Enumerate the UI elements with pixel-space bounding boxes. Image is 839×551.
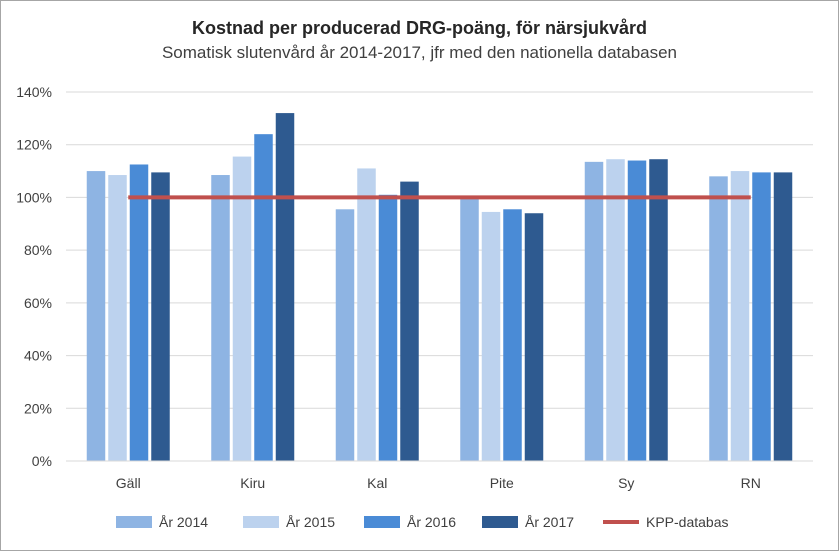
- y-tick-label: 140%: [16, 84, 52, 100]
- legend-label: År 2015: [286, 514, 335, 530]
- gridlines: [66, 91, 813, 462]
- bar: [108, 175, 127, 461]
- y-tick-label: 40%: [24, 348, 52, 364]
- x-tick-label: Kiru: [240, 475, 265, 491]
- y-tick-label: 60%: [24, 295, 52, 311]
- bar: [460, 197, 479, 461]
- y-tick-label: 100%: [16, 189, 52, 205]
- legend-swatch: [364, 516, 400, 528]
- y-tick-label: 20%: [24, 400, 52, 416]
- bar: [709, 176, 728, 462]
- bar: [254, 134, 273, 461]
- legend: År 2014 År 2015 År 2016 År 2017 KPP-databas: [116, 514, 729, 530]
- bar: [211, 175, 230, 461]
- x-tick-label: RN: [741, 475, 761, 491]
- y-tick-label: 0%: [32, 453, 52, 469]
- y-tick-label: 120%: [16, 137, 52, 153]
- legend-swatch: [116, 516, 152, 528]
- bar: [730, 171, 750, 462]
- bar: [129, 164, 149, 461]
- x-tick-label: Pite: [490, 475, 514, 491]
- bar: [524, 213, 544, 461]
- chart-subtitle: Somatisk slutenvård år 2014-2017, jfr me…: [161, 43, 678, 62]
- legend-swatch: [482, 516, 518, 528]
- bar: [232, 156, 252, 461]
- bar: [151, 172, 170, 461]
- x-tick-label: Sy: [618, 475, 634, 491]
- bar: [627, 160, 647, 461]
- bar: [773, 172, 793, 461]
- bar: [606, 159, 625, 462]
- bar: [400, 181, 419, 461]
- x-tick-label: Gäll: [116, 475, 141, 491]
- y-tick-label: 80%: [24, 242, 52, 258]
- chart-title: Kostnad per producerad DRG-poäng, för nä…: [191, 18, 648, 38]
- bar: [357, 168, 376, 461]
- x-axis: Gäll Kiru Kal Pite Sy RN: [66, 460, 813, 491]
- bar: [503, 209, 522, 461]
- legend-label: År 2016: [407, 514, 456, 530]
- bar: [378, 194, 398, 462]
- y-axis: 0% 20% 40% 60% 80% 100% 120% 140%: [16, 84, 52, 469]
- bar: [584, 161, 604, 461]
- legend-swatch: [243, 516, 279, 528]
- bars: [86, 113, 793, 462]
- x-tick-label: Kal: [367, 475, 387, 491]
- legend-label: KPP-databas: [646, 514, 729, 530]
- bar: [752, 172, 771, 461]
- legend-label: År 2014: [159, 514, 208, 530]
- bar: [86, 171, 106, 462]
- bar: [649, 159, 668, 462]
- bar: [335, 209, 355, 461]
- legend-label: År 2017: [525, 514, 574, 530]
- bar: [481, 211, 501, 461]
- bar: [275, 113, 295, 461]
